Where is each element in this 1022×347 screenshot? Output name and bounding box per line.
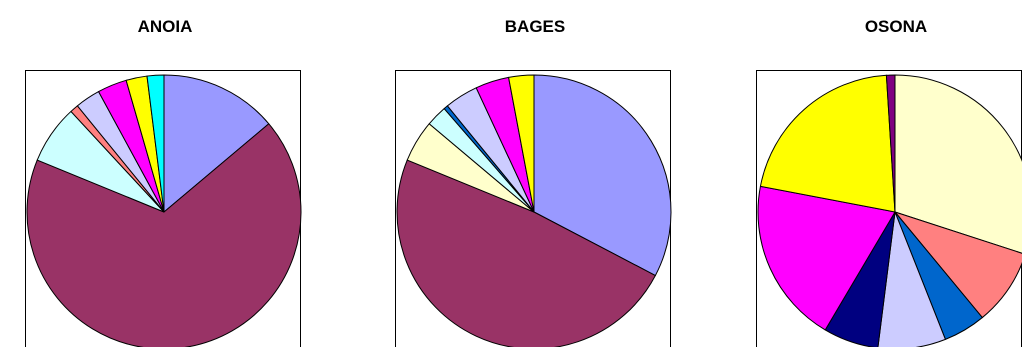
pie-chart-bages: BAGES bbox=[395, 0, 675, 347]
pie-svg-bages bbox=[395, 70, 672, 347]
pie-slice-osona-6 bbox=[757, 185, 896, 331]
pie-slice-anoia-1 bbox=[163, 74, 270, 213]
pie-chart-anoia: ANOIA bbox=[25, 0, 305, 347]
chart-title-osona: OSONA bbox=[864, 17, 928, 36]
pie-slice-anoia-2 bbox=[26, 123, 302, 347]
chart-title-anoia: ANOIA bbox=[137, 17, 193, 36]
pie-chart-osona: OSONA bbox=[756, 0, 1022, 347]
pie-svg-anoia bbox=[25, 70, 302, 347]
pie-slice-bages-2 bbox=[396, 159, 656, 347]
chart-title-bages: BAGES bbox=[504, 17, 566, 36]
pie-slice-anoia-8 bbox=[146, 74, 165, 213]
pie-slice-osona-7 bbox=[759, 74, 896, 213]
pie-slice-osona-1 bbox=[894, 74, 1022, 254]
pie-svg-osona bbox=[756, 70, 1022, 347]
pie-slice-osona-8 bbox=[885, 74, 896, 213]
pie-slice-osona-4 bbox=[877, 211, 946, 347]
pie-slice-bages-1 bbox=[533, 74, 672, 277]
pie-slice-bages-8 bbox=[508, 74, 535, 213]
